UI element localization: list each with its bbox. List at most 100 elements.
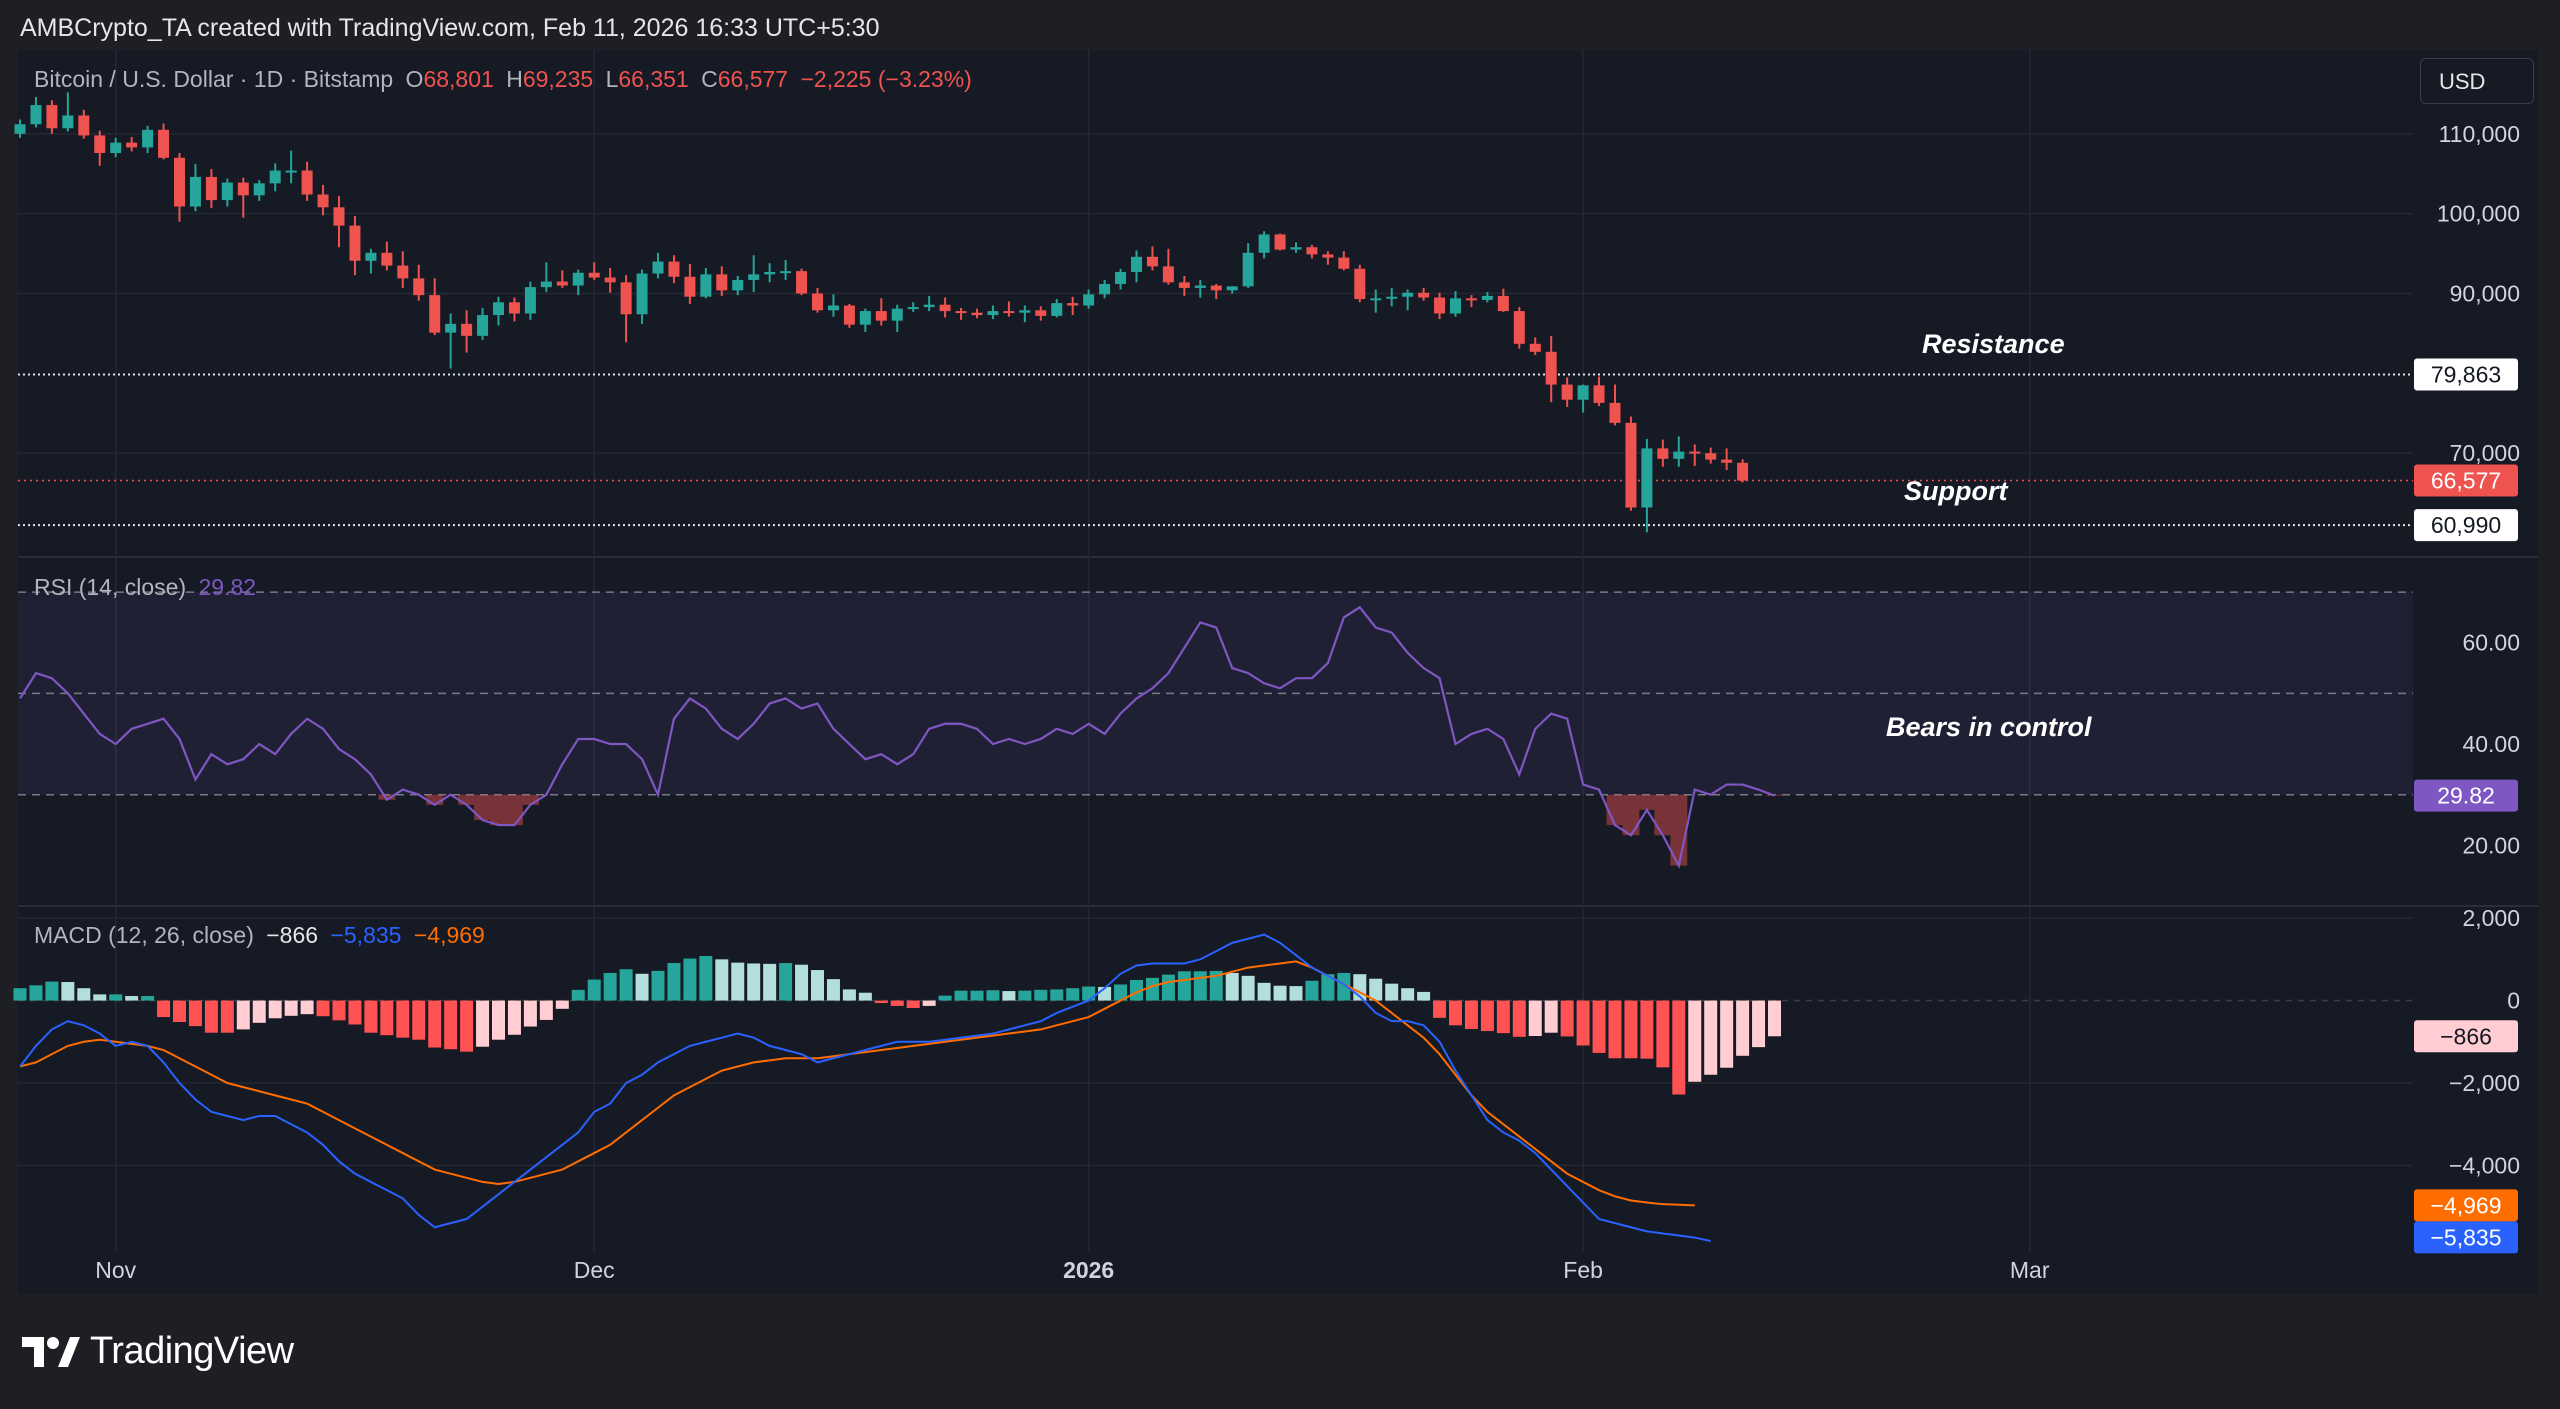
candle-body [333,207,345,226]
attribution-text: AMBCrypto_TA created with TradingView.co… [20,14,880,42]
macd-histogram-bar [1608,1000,1622,1059]
candle-body [1354,268,1366,300]
open-label: O [405,66,424,92]
candle-body [572,272,584,286]
symbol-label[interactable]: Bitcoin / U.S. Dollar · 1D · Bitstamp [34,66,394,92]
candle-body [1481,295,1493,300]
tradingview-logo[interactable]: TradingView [22,1330,294,1373]
candle-body [1003,311,1015,314]
x-tick-label: Nov [95,1257,136,1283]
macd-histogram-bar [874,1000,888,1004]
macd-histogram-bar [715,959,729,1001]
macd-histogram-bar [779,963,793,1001]
price-axis-label: 110,000 [2439,121,2520,147]
macd-line [19,933,1711,1243]
macd-histogram-bar [460,1000,474,1052]
macd-histogram-bar [603,972,617,1001]
candle-body [1625,422,1637,508]
macd-histogram-bar [1449,1000,1462,1026]
rsi-axis-label: 40.00 [2462,731,2520,757]
last-price-badge: 66,577 [2431,468,2501,494]
macd-title[interactable]: MACD (12, 26, close) [34,922,254,948]
open-value: 68,801 [423,66,494,92]
macd-axis-label: 2,000 [2462,905,2520,931]
candle-body [955,311,967,314]
macd-histogram-bar [93,994,107,1001]
macd-histogram-bar [1464,1000,1478,1030]
chart-frame[interactable] [18,50,2538,1294]
macd-histogram-bar [332,1000,346,1021]
macd-histogram-bar [1145,977,1159,1001]
macd-histogram-bar [1082,986,1096,1001]
macd-axis-label: −4,000 [2449,1152,2520,1178]
candle-body [1067,303,1079,306]
macd-histogram-bar [1656,1000,1670,1068]
macd-histogram-bar [539,1000,553,1020]
candle-body [748,274,760,280]
price-axis-label: 90,000 [2450,281,2520,307]
macd-signal-badge-bg [2414,1189,2518,1222]
candle-body [1019,310,1031,313]
candle-body [301,170,313,195]
candle-body [1226,286,1238,291]
macd-line-badge: −5,835 [2431,1224,2502,1250]
close-value: 66,577 [717,66,789,92]
macd-histogram-bar [1337,972,1351,1001]
currency-button[interactable]: USD [2420,58,2534,104]
candle-body [493,302,504,316]
candle-body [397,265,409,279]
macd-histogram-bar [1512,1000,1526,1037]
candle-body [365,252,377,261]
macd-histogram-bar [1688,1000,1702,1082]
candle-body [588,272,600,278]
candle-body [158,129,170,158]
macd-histogram-bar [1193,971,1207,1001]
macd-histogram-bar [587,979,601,1001]
macd-histogram-bar [651,970,665,1001]
rsi-legend: RSI (14, close) 29.82 [34,574,262,601]
macd-histogram-bar [523,1000,537,1027]
candle-body [46,105,58,129]
macd-histogram-bar [1480,1000,1494,1032]
candle-body [1386,296,1398,299]
price-axis-label: 70,000 [2450,440,2520,466]
macd-histogram-bar [1624,1000,1638,1059]
macd-histogram-bar [1321,974,1335,1001]
macd-axis-label: 0 [2507,988,2520,1014]
candle-body [796,271,808,294]
brand-name: TradingView [90,1330,294,1372]
candle-body [1322,254,1334,258]
x-tick-label: Feb [1563,1257,1603,1283]
candle-body [142,129,154,148]
candle-body [1035,310,1047,316]
candle-body [221,182,233,201]
macd-histogram-bar [1544,1000,1558,1033]
macd-histogram-bar [1496,1000,1510,1034]
macd-histogram-bar [476,1000,490,1047]
macd-histogram-bar [492,1000,505,1040]
candle-body [110,142,122,153]
rsi-badge-bg [2414,779,2518,812]
candle-body [1099,283,1111,295]
candle-body [1162,266,1174,283]
candle-body [524,287,536,314]
macd-line-value: −5,835 [330,922,402,948]
candle-body [971,312,983,316]
macd-histogram-bar [268,1000,282,1019]
macd-histogram-bar [1768,1000,1781,1037]
candle-body [1609,402,1621,423]
macd-histogram-bar [220,1000,234,1033]
macd-histogram-bar [747,963,761,1001]
macd-histogram-bar [1289,986,1303,1001]
candle-body [1242,252,1254,287]
macd-histogram-bar [236,1000,250,1030]
macd-histogram-bar [1034,989,1048,1001]
candle-body [652,261,664,274]
macd-histogram-bar [1576,1000,1590,1046]
candle-body [1290,247,1302,250]
high-value: 69,235 [522,66,594,92]
macd-hist-value: −866 [266,922,319,948]
candle-body [556,281,568,286]
rsi-title[interactable]: RSI (14, close) [34,574,187,600]
